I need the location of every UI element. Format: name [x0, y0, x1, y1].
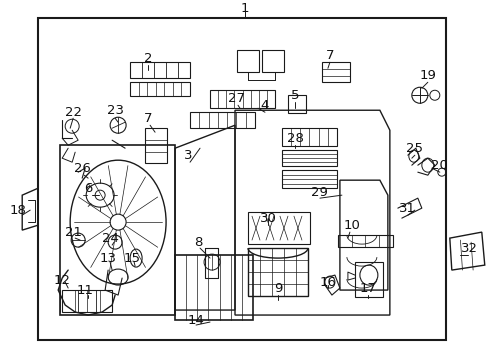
Text: 32: 32: [461, 242, 478, 255]
Text: 14: 14: [188, 314, 204, 327]
Text: 9: 9: [274, 282, 282, 294]
Text: 26: 26: [74, 162, 91, 175]
Bar: [237, 50, 259, 72]
Text: 6: 6: [84, 182, 92, 195]
Bar: [190, 112, 255, 128]
Bar: [210, 90, 275, 108]
Text: 16: 16: [319, 275, 336, 289]
Bar: [282, 128, 337, 146]
Bar: [282, 170, 337, 188]
Bar: [338, 235, 393, 247]
Text: 15: 15: [123, 252, 141, 265]
Text: 19: 19: [419, 69, 436, 82]
Bar: [322, 62, 350, 82]
Text: 13: 13: [99, 252, 117, 265]
Bar: [62, 290, 112, 312]
Text: 18: 18: [10, 204, 26, 217]
Bar: [262, 50, 284, 72]
Text: 23: 23: [107, 104, 123, 117]
Bar: [282, 150, 337, 166]
Bar: [248, 212, 310, 244]
Text: 27: 27: [227, 92, 245, 105]
Bar: [130, 62, 190, 78]
Text: 29: 29: [312, 186, 328, 199]
Text: 7: 7: [326, 49, 334, 62]
Text: 21: 21: [65, 226, 82, 239]
Bar: [145, 128, 167, 163]
Text: 30: 30: [260, 212, 276, 225]
Bar: [355, 262, 383, 297]
Text: 2: 2: [144, 52, 152, 65]
Text: 20: 20: [431, 159, 448, 172]
Text: 10: 10: [343, 219, 360, 231]
Text: 4: 4: [261, 99, 269, 112]
Text: 22: 22: [65, 106, 82, 119]
Bar: [248, 248, 308, 296]
Text: 12: 12: [54, 274, 71, 287]
Text: 31: 31: [399, 202, 416, 215]
Text: 25: 25: [406, 142, 423, 155]
Bar: [130, 82, 190, 96]
Text: 8: 8: [194, 235, 202, 249]
Text: 7: 7: [144, 112, 152, 125]
Text: 24: 24: [102, 231, 119, 244]
Text: 28: 28: [287, 132, 303, 145]
Text: 11: 11: [76, 284, 94, 297]
Text: 1: 1: [241, 2, 249, 15]
Bar: [288, 95, 306, 113]
Text: 5: 5: [291, 89, 299, 102]
Bar: [38, 18, 446, 340]
Text: 3: 3: [184, 149, 192, 162]
Bar: [175, 255, 253, 320]
Text: 17: 17: [359, 282, 376, 294]
